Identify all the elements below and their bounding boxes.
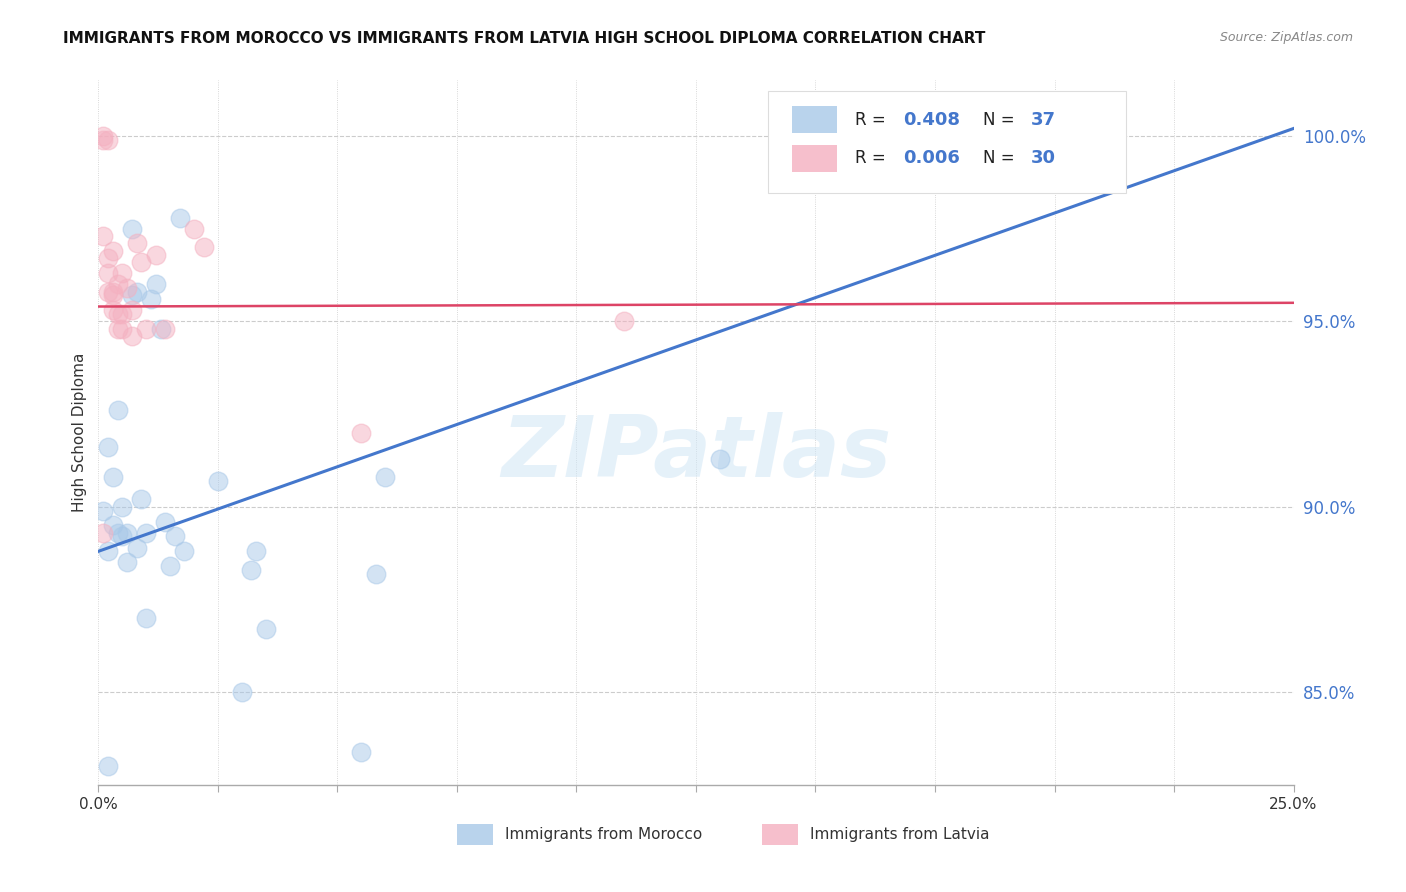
Point xyxy=(125,285,148,299)
Point xyxy=(350,425,373,440)
Point xyxy=(131,255,153,269)
Y-axis label: High School Diploma: High School Diploma xyxy=(72,353,87,512)
Point xyxy=(155,515,177,529)
Point xyxy=(111,307,134,321)
Text: N =: N = xyxy=(983,150,1019,168)
Text: ZIPatlas: ZIPatlas xyxy=(501,412,891,495)
Text: 0.006: 0.006 xyxy=(903,150,960,168)
Point xyxy=(139,292,162,306)
Point xyxy=(101,285,124,299)
Point xyxy=(97,266,120,280)
Text: 30: 30 xyxy=(1031,150,1056,168)
FancyBboxPatch shape xyxy=(457,823,494,845)
Point xyxy=(107,322,129,336)
Text: Immigrants from Latvia: Immigrants from Latvia xyxy=(810,827,988,842)
Point xyxy=(101,288,124,302)
Point xyxy=(145,277,167,292)
Point xyxy=(91,229,114,244)
Point xyxy=(115,281,138,295)
Point xyxy=(121,221,143,235)
Point xyxy=(97,441,120,455)
Point xyxy=(131,492,153,507)
Point xyxy=(115,556,138,570)
Point xyxy=(183,221,205,235)
Point xyxy=(97,285,120,299)
Point xyxy=(91,133,114,147)
Point xyxy=(374,470,396,484)
Point xyxy=(155,322,177,336)
Point xyxy=(101,470,124,484)
Text: Immigrants from Morocco: Immigrants from Morocco xyxy=(505,827,702,842)
Point xyxy=(97,252,120,266)
Point xyxy=(364,566,387,581)
Point xyxy=(207,474,229,488)
Point xyxy=(254,622,277,636)
Point xyxy=(350,745,373,759)
FancyBboxPatch shape xyxy=(792,106,837,133)
Point xyxy=(101,303,124,318)
Point xyxy=(111,500,134,514)
Point xyxy=(111,322,134,336)
Point xyxy=(780,128,803,143)
Point xyxy=(111,266,134,280)
FancyBboxPatch shape xyxy=(762,823,797,845)
Point xyxy=(101,518,124,533)
Text: R =: R = xyxy=(855,150,891,168)
Point xyxy=(97,133,120,147)
Point xyxy=(97,759,120,773)
Point xyxy=(135,611,157,625)
Point xyxy=(145,247,167,261)
Point xyxy=(107,307,129,321)
Point xyxy=(709,451,731,466)
Point xyxy=(121,329,143,343)
Point xyxy=(107,403,129,417)
Point xyxy=(173,544,195,558)
Point xyxy=(125,236,148,251)
Point xyxy=(101,244,124,258)
Point xyxy=(135,525,157,540)
Point xyxy=(245,544,267,558)
Point xyxy=(121,288,143,302)
Point xyxy=(97,544,120,558)
Point xyxy=(163,529,186,543)
Text: R =: R = xyxy=(855,111,891,128)
Point xyxy=(135,322,157,336)
Point xyxy=(231,685,253,699)
FancyBboxPatch shape xyxy=(792,145,837,172)
Point xyxy=(111,529,134,543)
Point xyxy=(91,128,114,143)
FancyBboxPatch shape xyxy=(768,91,1126,193)
Point xyxy=(159,559,181,574)
Point xyxy=(115,525,138,540)
Point xyxy=(91,525,114,540)
Point xyxy=(107,525,129,540)
Point xyxy=(613,314,636,328)
Point xyxy=(125,541,148,555)
Point xyxy=(91,503,114,517)
Text: N =: N = xyxy=(983,111,1019,128)
Text: 0.408: 0.408 xyxy=(903,111,960,128)
Point xyxy=(149,322,172,336)
Point xyxy=(121,303,143,318)
Point xyxy=(107,277,129,292)
Point xyxy=(240,563,263,577)
Text: 37: 37 xyxy=(1031,111,1056,128)
Text: IMMIGRANTS FROM MOROCCO VS IMMIGRANTS FROM LATVIA HIGH SCHOOL DIPLOMA CORRELATIO: IMMIGRANTS FROM MOROCCO VS IMMIGRANTS FR… xyxy=(63,31,986,46)
Point xyxy=(169,211,191,225)
Point xyxy=(193,240,215,254)
Text: Source: ZipAtlas.com: Source: ZipAtlas.com xyxy=(1219,31,1353,45)
